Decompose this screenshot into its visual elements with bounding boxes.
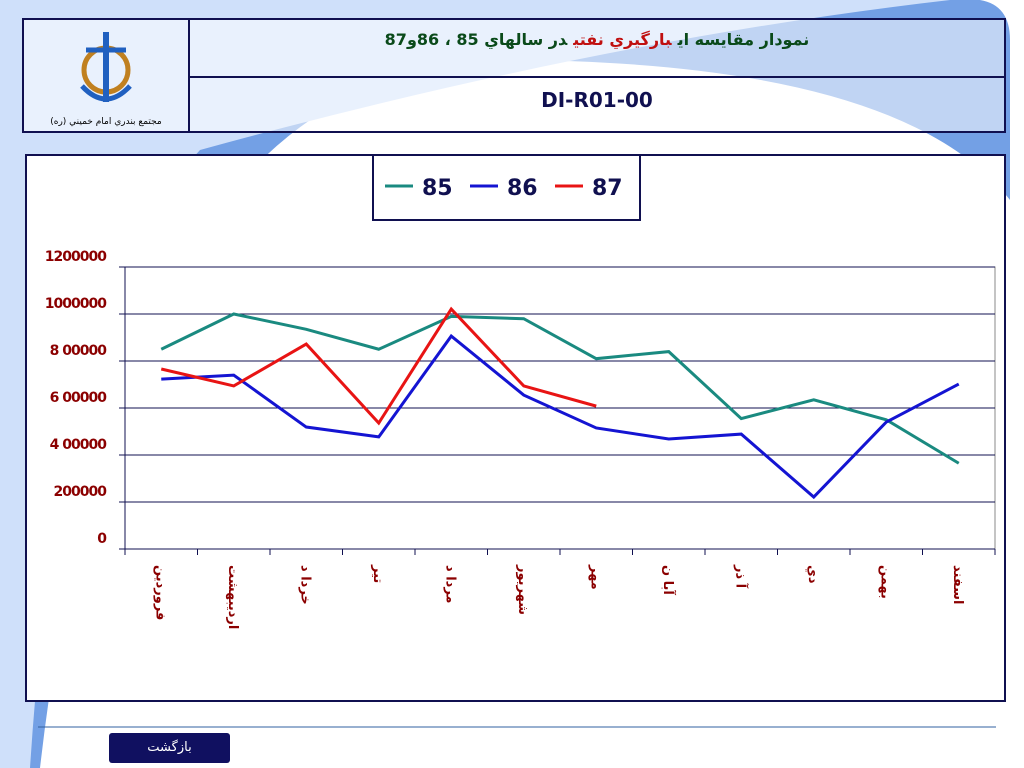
x-tick-label: تير [370, 564, 385, 583]
logo-cell: مجتمع بندري امام خميني (ره) [24, 20, 190, 131]
series-line [160, 312, 960, 465]
x-tick-label: دي [805, 565, 820, 584]
series-line [160, 306, 597, 426]
y-tick-label: 1200000 [45, 249, 107, 265]
title: نمودار مقايسه اي بارگيري نفتي در سالهاي 85… [190, 20, 1004, 78]
title-part: نمودار مقايسه اي [677, 30, 810, 49]
y-tick-label: 4 00000 [50, 437, 108, 453]
legend-label: 87 [592, 176, 623, 201]
x-tick-label: آبا ن [660, 565, 677, 595]
y-tick-label: 8 00000 [50, 343, 108, 359]
logo [80, 32, 132, 102]
y-tick-label: 6 00000 [50, 390, 108, 406]
legend-label: 86 [507, 176, 538, 201]
back-button[interactable]: بازگشت [109, 733, 230, 763]
x-tick-label: خردا د [297, 565, 312, 605]
legend-label: 85 [422, 176, 453, 201]
title-part: در سالهاي 85 ، 86و87 [384, 30, 568, 49]
title-part: بارگيري نفتي [573, 30, 672, 49]
x-tick-label: بهمن [877, 565, 892, 599]
x-tick-label: مردا د [442, 565, 457, 603]
x-tick-label: اسفند [950, 565, 965, 604]
x-tick-label: فروردين [152, 565, 167, 620]
doc-code: DI-R01-00 [541, 88, 653, 112]
header: مجتمع بندري امام خميني (ره) نمودار مقايس… [22, 18, 1006, 133]
legend-box [372, 154, 641, 221]
x-tick-label: آ ذر [732, 564, 749, 589]
y-tick-label: 1000000 [45, 296, 107, 312]
series-line [161, 333, 960, 500]
x-tick-label: مهر [587, 564, 602, 590]
org-name: مجتمع بندري امام خميني (ره) [50, 117, 162, 127]
x-tick-label: شهريور [515, 564, 530, 615]
y-tick-label: 200000 [54, 484, 108, 500]
x-tick-label: ارديبهشت [225, 565, 240, 629]
y-tick-label: 0 [97, 531, 107, 547]
